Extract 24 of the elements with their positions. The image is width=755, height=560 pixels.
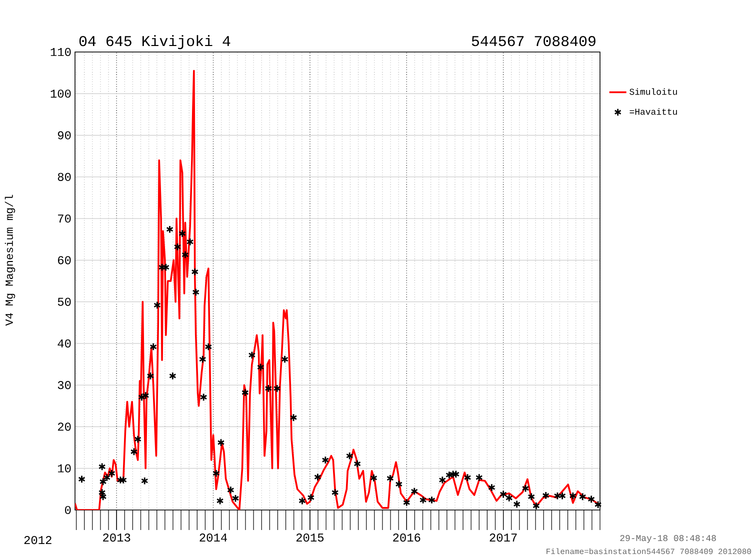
y-tick-label: 50 (58, 298, 71, 306)
x-tick-label: 2014 (200, 534, 227, 542)
y-tick-label: 110 (50, 48, 71, 56)
y-tick-label: 30 (58, 381, 71, 390)
chart-title: 04 645 Kivijoki 4 (79, 35, 230, 50)
text: 29-May-18 08:48:48 (620, 535, 716, 543)
y-tick-label: 0 (65, 506, 71, 514)
y-tick-label: 10 (58, 464, 71, 472)
x-tick-label: 2016 (393, 534, 420, 542)
y-tick-label: 70 (58, 214, 71, 223)
y-tick-label: 100 (50, 90, 71, 98)
x-tick-label: 2013 (103, 534, 130, 542)
x-tick-label: 2015 (296, 534, 324, 542)
y-tick-label: 90 (58, 131, 71, 140)
x-tick-label: 2017 (490, 534, 517, 542)
chart-subtitle: 544567 7088409 (472, 36, 596, 46)
y-tick-label: 80 (58, 172, 71, 181)
y-tick-label: 20 (58, 422, 71, 431)
y-axis-title: V4 Mg Magnesium mg/l (4, 194, 16, 326)
y-tick-label: 40 (58, 339, 71, 348)
y-tick-label: 60 (58, 256, 71, 264)
text: 2012 (24, 536, 52, 544)
legend-label: Simuloitu (630, 88, 677, 95)
legend-label: =Havaittu (630, 108, 677, 115)
